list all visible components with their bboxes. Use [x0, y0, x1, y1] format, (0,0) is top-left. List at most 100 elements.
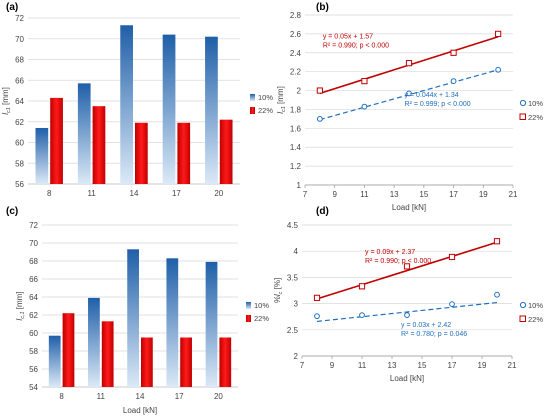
x-tick-label: 11	[87, 189, 96, 198]
y-axis-label-main: l	[1, 113, 10, 115]
data-point-22pct	[448, 253, 456, 261]
y-axis-label-unit: [mm]	[276, 86, 285, 106]
chart-3: (d) 2 2.5 3 3.5 4 4.5 7 9 11 13 15 17 19 21 %lc [%] Load…	[273, 206, 543, 383]
x-tick-label: 15	[418, 361, 427, 370]
x-axis-label: Load [kN]	[392, 203, 426, 212]
y-tick-label: 58	[15, 159, 24, 168]
data-point-10pct	[314, 313, 320, 320]
data-point-10pct	[359, 312, 365, 319]
data-point-22pct	[493, 238, 501, 245]
legend-label: 22%	[528, 113, 543, 122]
bar-22pct	[62, 313, 75, 387]
y-axis-label-sub: c1	[6, 107, 12, 113]
legend-label: 10%	[528, 99, 543, 108]
data-point-10pct	[495, 66, 502, 73]
y-axis-label-unit: [mm]	[15, 291, 24, 311]
y-tick-label: 56	[15, 180, 24, 189]
x-tick-label: 15	[419, 190, 428, 199]
x-tick-label: 11	[360, 190, 369, 199]
y-tick-label: 64	[15, 97, 24, 106]
x-tick-label: 17	[448, 361, 457, 370]
x-axis-label: Load [kN]	[123, 406, 157, 415]
bar-10pct	[162, 34, 176, 184]
data-point-22pct	[316, 87, 323, 94]
x-tick-label: 7	[303, 190, 308, 199]
y-tick-label: 66	[15, 76, 24, 85]
bar-22pct	[92, 106, 106, 184]
y-tick-label: 1.2	[290, 162, 302, 171]
y-tick-label: 62	[29, 311, 38, 320]
chart-2: (c) 54 56 58 60 62 64 66 68 70 72 8 11 14 17 20 lc,1 [mm…	[6, 206, 269, 415]
data-point-10pct	[316, 115, 323, 122]
x-axis-label: Load [kN]	[390, 374, 424, 383]
legend-label: 22%	[254, 314, 269, 323]
y-axis-label: lc,1 [mm]	[15, 291, 26, 320]
y-tick-label: 4.5	[287, 221, 299, 230]
data-point-10pct	[449, 301, 455, 308]
y-tick-label: 2.5	[287, 326, 299, 335]
legend-marker-circle	[519, 99, 527, 107]
y-tick-label: 62	[15, 118, 24, 127]
y-tick-label: 2.8	[290, 11, 302, 20]
x-tick-label: 20	[214, 392, 223, 401]
y-axis-label-main: l	[15, 319, 24, 321]
bar-22pct	[219, 337, 232, 387]
y-tick-label: 66	[29, 275, 38, 284]
y-tick-label: 2.2	[290, 68, 302, 77]
bar-22pct	[177, 122, 191, 184]
data-point-22pct	[403, 263, 411, 270]
bar-22pct	[141, 337, 153, 387]
y-axis-label-main: l	[276, 112, 285, 114]
data-point-10pct	[406, 90, 412, 97]
y-tick-label: 3	[294, 300, 299, 309]
y-tick-label: 1.8	[290, 105, 302, 114]
fit-equation: y = 0.044x + 1.34	[405, 92, 459, 99]
data-point-22pct	[358, 283, 366, 290]
legend-marker-square	[519, 113, 526, 120]
fit-equation: y = 0.05x + 1.57	[323, 34, 373, 41]
y-tick-label: 1	[297, 181, 302, 190]
legend-swatch	[250, 94, 255, 101]
y-tick-label: 58	[29, 347, 38, 356]
y-tick-label: 4	[294, 247, 299, 256]
y-tick-label: 70	[29, 239, 38, 248]
y-axis-label: lc1 [mm]	[1, 87, 12, 115]
x-tick-label: 17	[175, 392, 184, 401]
fit-line	[316, 301, 498, 323]
fit-r2: R² = 0.990; p < 0.000	[365, 258, 431, 265]
x-tick-label: 19	[478, 361, 487, 370]
y-tick-label: 72	[29, 221, 38, 230]
x-tick-label: 8	[59, 392, 64, 401]
y-tick-label: 54	[29, 383, 38, 392]
legend-label: 10%	[258, 93, 273, 102]
bar-10pct	[48, 335, 61, 387]
panel-label: (a)	[6, 2, 18, 13]
fit-r2: R² = 0.780; p = 0.046	[401, 331, 467, 338]
y-tick-label: 64	[29, 293, 38, 302]
y-tick-label: 2.4	[290, 49, 302, 58]
y-axis-label: %lc [%]	[273, 278, 284, 303]
bar-22pct	[135, 122, 148, 184]
x-tick-label: 8	[47, 189, 52, 198]
y-axis-label-unit: [mm]	[1, 87, 10, 107]
x-tick-label: 11	[97, 392, 106, 401]
legend-marker-square	[519, 315, 526, 322]
legend-swatch	[250, 107, 255, 114]
legend-marker-circle	[519, 301, 527, 309]
bar-10pct	[88, 297, 100, 387]
x-tick-label: 21	[508, 361, 517, 370]
data-point-22pct	[450, 49, 457, 56]
fit-line	[316, 241, 498, 300]
y-axis-label-sub: c	[278, 291, 284, 294]
chart-0: (a) 56 58 60 62 64 66 68 70 72 8 11 14 17 20 lc1 [mm] 10…	[1, 2, 273, 198]
legend-swatch	[246, 302, 251, 309]
data-point-10pct	[450, 78, 457, 85]
panel-label: (b)	[316, 2, 329, 13]
y-tick-label: 60	[15, 139, 24, 148]
y-tick-label: 56	[29, 365, 38, 374]
x-tick-label: 19	[479, 190, 488, 199]
fit-equation: y = 0.09x + 2.37	[365, 249, 415, 256]
data-point-10pct	[361, 103, 368, 110]
bar-10pct	[127, 249, 139, 387]
